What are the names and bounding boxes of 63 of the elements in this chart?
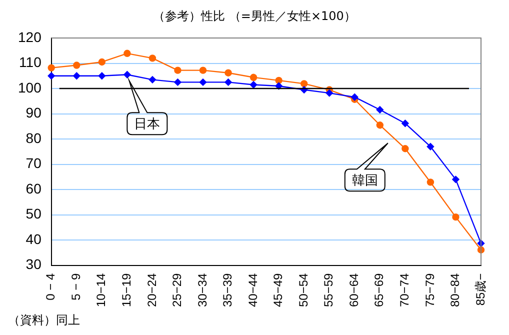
point [402, 145, 409, 152]
chart-title: （参考）性比 （=男性／女性×100） [152, 8, 357, 25]
y-tick-label: 90 [26, 104, 42, 121]
point [402, 120, 409, 127]
point [300, 80, 308, 88]
y-tick-label: 120 [18, 28, 42, 45]
point [199, 78, 207, 86]
x-tick-label: 40−44 [246, 272, 260, 307]
point [174, 66, 182, 74]
text: 韓国 [352, 174, 378, 189]
point [250, 74, 258, 81]
x-tick-label: 30−34 [195, 272, 210, 307]
point [250, 81, 258, 88]
point [73, 72, 80, 80]
x-tick-label: 70−74 [397, 272, 412, 307]
point [148, 54, 156, 62]
point [452, 176, 460, 184]
point [199, 66, 207, 74]
y-tick-label: 100 [18, 79, 42, 96]
x-tick-label: 75−79 [422, 272, 437, 307]
x-tick-label: 10−14 [94, 272, 108, 307]
text: 日本 [134, 116, 160, 132]
text: （資料）同上 [8, 312, 80, 329]
x-tick-label: 65−69 [372, 272, 386, 307]
x-tick-label: 35−39 [220, 272, 235, 307]
point [124, 71, 131, 78]
point [224, 78, 232, 86]
point [98, 72, 106, 80]
x-tick-label: 80−84 [448, 272, 462, 307]
point [426, 178, 434, 186]
point [224, 69, 232, 76]
point [452, 213, 460, 221]
x-tick-label: 60−64 [346, 272, 361, 307]
y-tick-label: 80 [26, 130, 42, 146]
y-tick-label: 30 [26, 256, 42, 272]
y-tick-label: 70 [26, 155, 42, 172]
y-tick-label: 60 [26, 180, 42, 196]
point [351, 93, 358, 101]
x-tick-label: 5 − 9 [68, 272, 83, 300]
y-tick-label: 40 [26, 230, 42, 247]
point [124, 50, 131, 58]
point [48, 64, 55, 72]
x-tick-label: 0 − 4 [44, 272, 58, 300]
x-tick-label: 15−19 [119, 272, 134, 307]
x-tick-label: 55−59 [322, 272, 336, 307]
x-tick-label: 45−49 [271, 272, 286, 307]
x-tick-label: 20−24 [144, 272, 159, 307]
point [148, 76, 156, 84]
x-tick-label: 50−54 [296, 272, 310, 307]
point [275, 76, 282, 84]
point [275, 82, 282, 90]
point [326, 89, 333, 97]
point [48, 72, 55, 80]
x-tick-label: 85歳− [473, 273, 488, 306]
point [376, 122, 384, 129]
x-tick-label: 25−29 [170, 272, 184, 307]
point [174, 78, 182, 86]
y-tick-label: 110 [19, 54, 42, 70]
point [426, 143, 434, 150]
y-tick-label: 50 [26, 206, 42, 222]
point [73, 62, 80, 69]
point [98, 58, 106, 66]
point [376, 106, 384, 114]
